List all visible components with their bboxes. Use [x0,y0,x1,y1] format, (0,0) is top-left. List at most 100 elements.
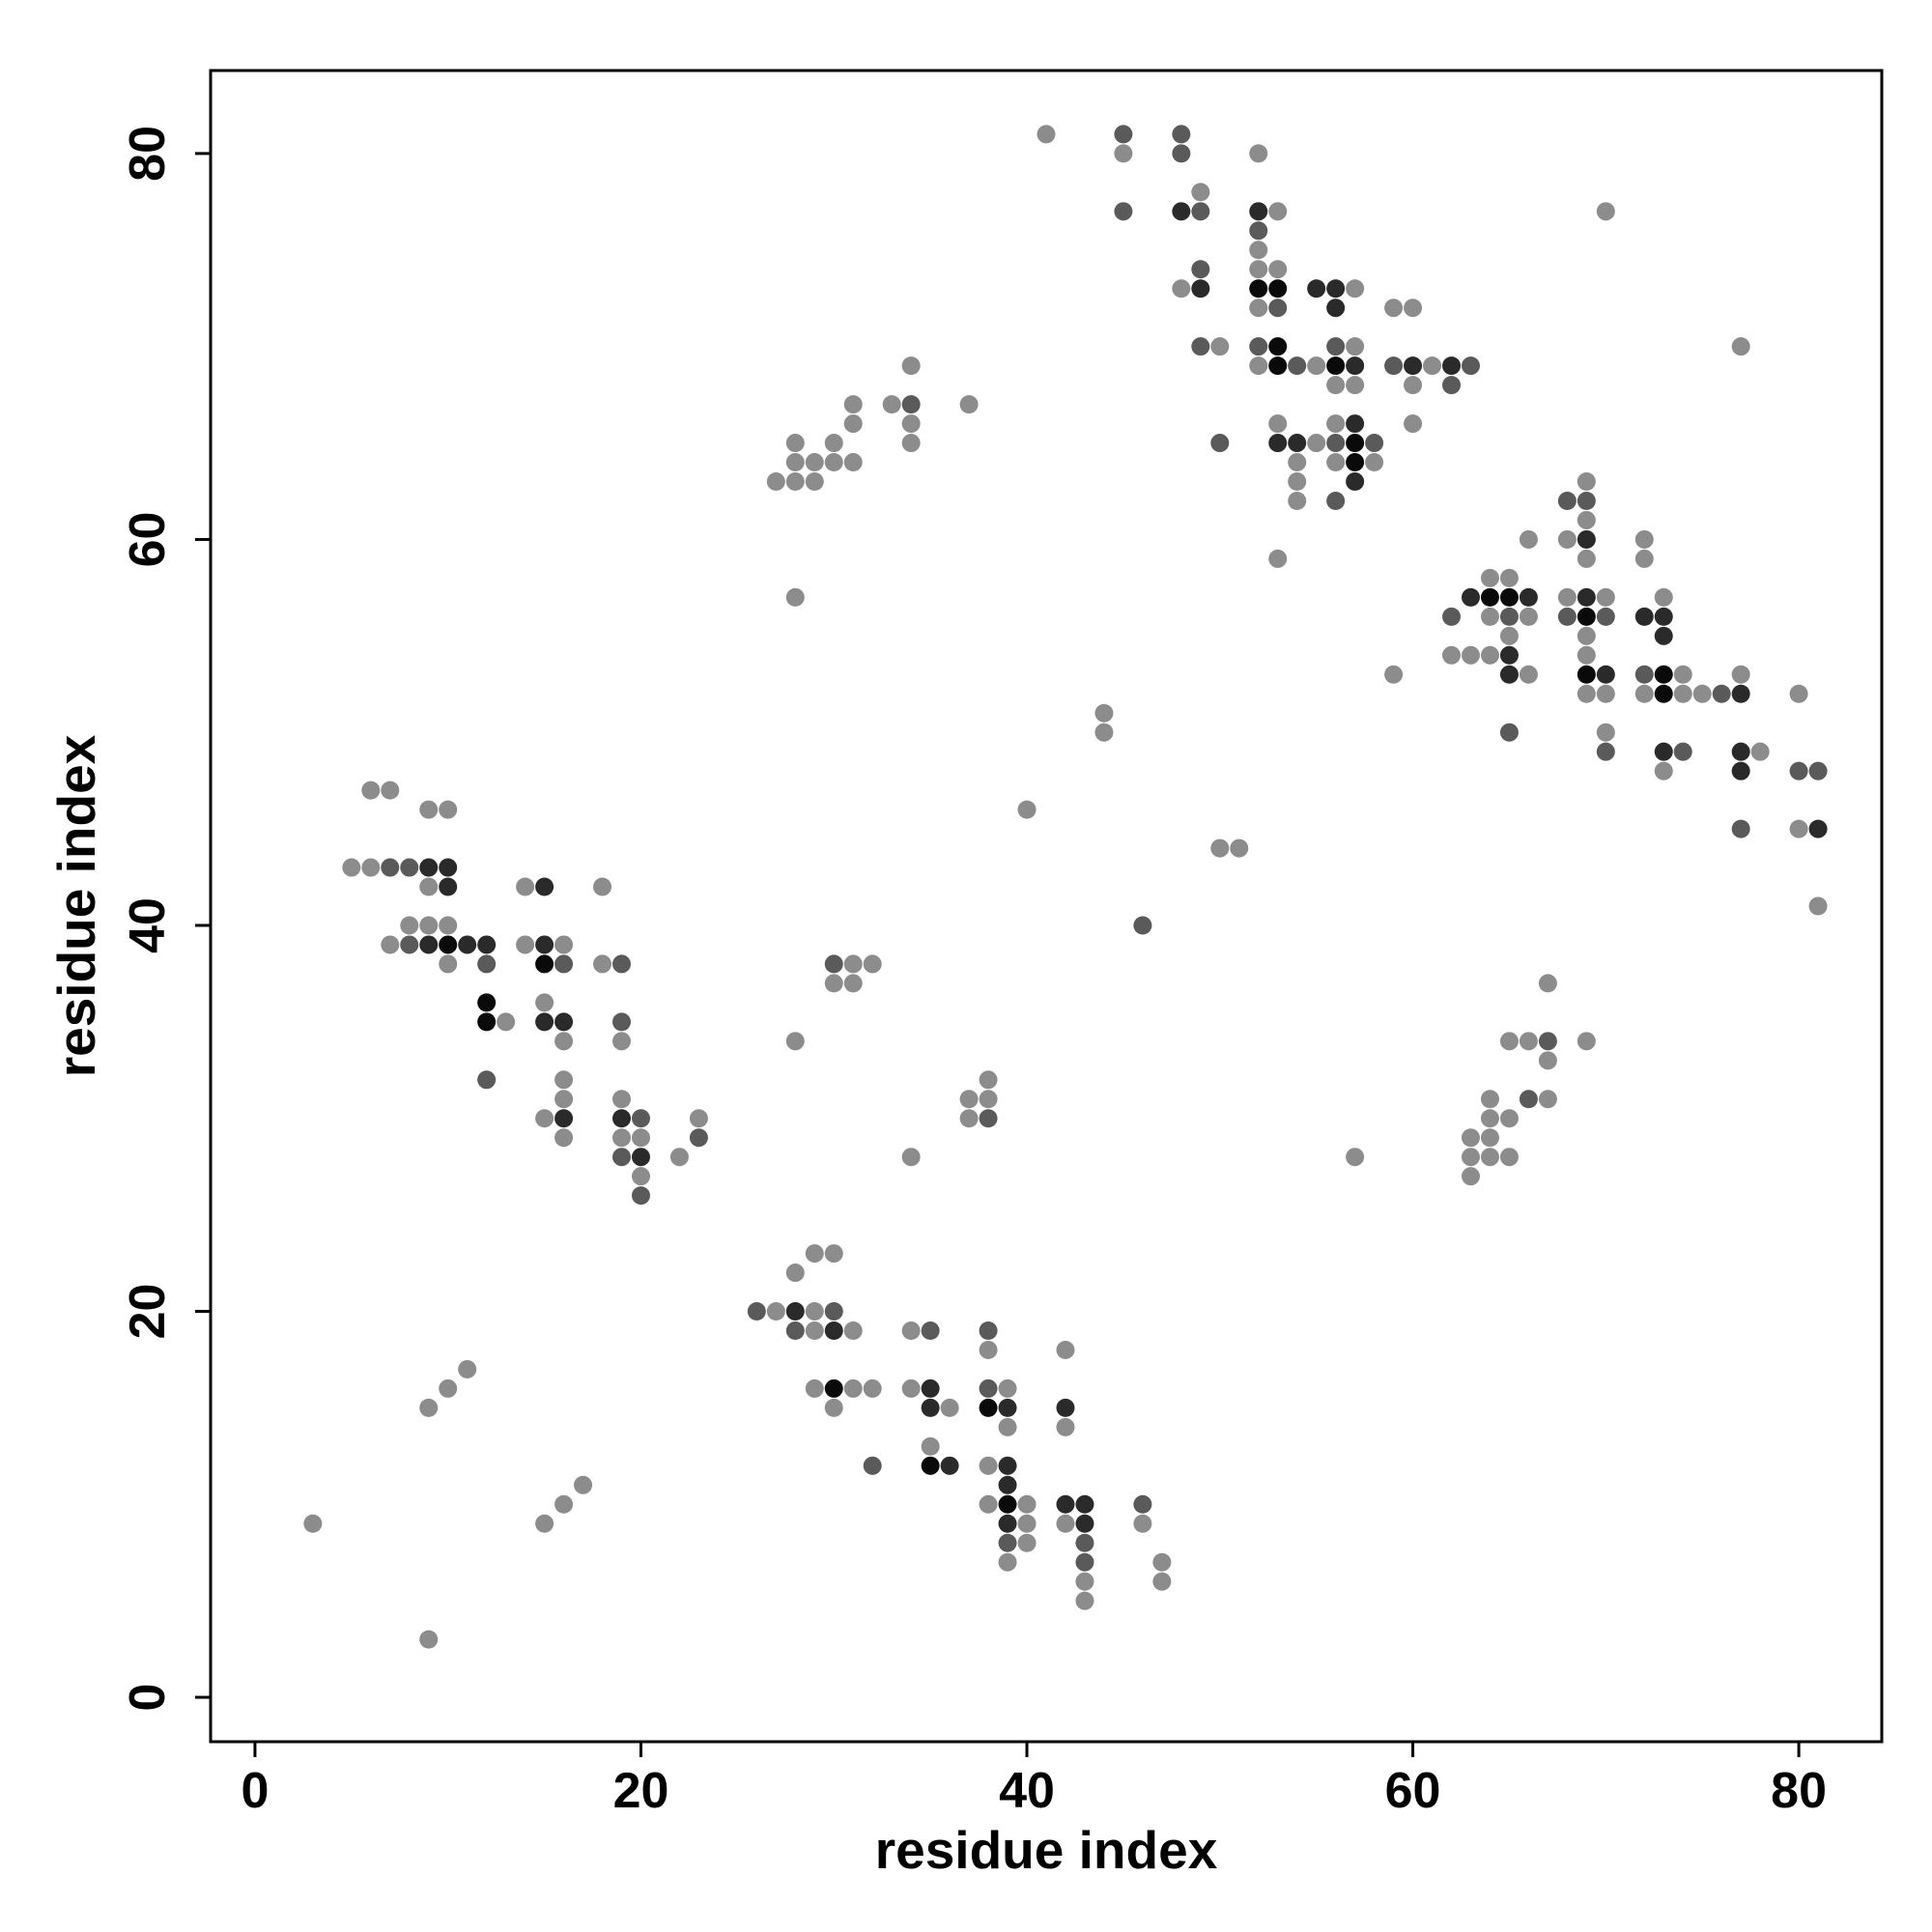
contact-point [1654,626,1673,645]
contact-point [1789,761,1808,781]
contact-point [1326,279,1346,298]
contact-point [1731,337,1750,356]
contact-point [1538,1090,1557,1109]
contact-point [439,935,458,954]
contact-point [1249,260,1268,279]
contact-point [1654,607,1673,626]
contact-point [1249,221,1268,241]
contact-point [554,1109,574,1128]
contact-point [1249,337,1268,356]
contact-point [979,1070,998,1090]
contact-point [1094,723,1114,742]
contact-point [901,434,921,453]
contact-point [824,1378,843,1398]
contact-point [824,974,843,993]
contact-point [1461,645,1480,665]
contact-point [785,434,805,453]
contact-point [1538,1032,1557,1051]
contact-point [805,1244,824,1264]
contact-point [785,1032,805,1051]
contact-point [419,935,439,954]
contact-point [1789,684,1808,703]
y-axis: 0 20 40 60 80 [120,126,211,1712]
contact-point [1094,703,1114,723]
contact-point [979,1378,998,1398]
contact-point [1288,434,1307,453]
contact-point [477,935,497,954]
y-tick-label: 0 [120,1684,176,1712]
contact-point [1673,665,1692,684]
contact-point [1017,1494,1037,1514]
contact-point [439,1378,458,1398]
contact-point [998,1417,1017,1436]
contact-point [1577,626,1596,645]
contact-point [921,1436,940,1456]
contact-point [1346,472,1365,492]
contact-point [921,1398,940,1417]
contact-point [554,1012,574,1032]
contact-point [824,434,843,453]
contact-point [998,1456,1017,1475]
contact-point [1731,819,1750,838]
y-tick-label: 80 [120,126,176,182]
contact-point [1056,1340,1075,1359]
contact-point [1191,183,1210,202]
contact-point [1519,1032,1538,1051]
contact-point [959,395,979,414]
contact-point [1461,587,1480,607]
contact-point [1499,645,1519,665]
contact-point [612,1012,632,1032]
contact-point [361,781,381,800]
contact-point [419,916,439,935]
contact-point [1731,665,1750,684]
contact-point [1268,549,1288,568]
contact-point [1499,626,1519,645]
contact-point [439,954,458,974]
contact-point [419,1630,439,1649]
contact-point [824,1302,843,1321]
contact-point [1152,1572,1172,1591]
contact-point [303,1514,323,1533]
x-tick-label: 40 [999,1763,1055,1819]
contact-point [824,1244,843,1264]
contact-point [1268,202,1288,221]
contact-point [535,954,554,974]
contact-point [843,1378,863,1398]
contact-point [381,781,400,800]
contact-point [689,1128,708,1148]
contact-point [1172,125,1191,144]
contact-point [805,1321,824,1340]
contact-point [1017,800,1037,819]
contact-point [785,1321,805,1340]
contact-point [1519,1090,1538,1109]
contact-point [1577,587,1596,607]
contact-point [1268,279,1288,298]
contact-point [1557,587,1577,607]
contact-point [1191,202,1210,221]
contact-point [574,1475,593,1494]
contact-point [1519,587,1538,607]
contact-point [843,1321,863,1340]
contact-point [1423,356,1442,376]
contact-point [1346,279,1365,298]
contact-point [1499,1148,1519,1167]
contact-point [1596,684,1615,703]
contact-point [631,1128,650,1148]
plot-frame [209,69,1884,1744]
contact-point [669,1148,689,1167]
contact-point [1557,607,1577,626]
contact-point [1191,279,1210,298]
contact-point [1480,1148,1499,1167]
contact-point [805,453,824,472]
contact-point [1346,356,1365,376]
contact-point [1346,376,1365,395]
contact-point [998,1475,1017,1494]
contact-point [400,916,419,935]
contact-point [1307,434,1326,453]
contact-point [1404,376,1423,395]
contact-point [1577,549,1596,568]
contact-point [1114,125,1133,144]
contact-point [1114,202,1133,221]
contact-point [419,800,439,819]
contact-point [1480,1109,1499,1128]
